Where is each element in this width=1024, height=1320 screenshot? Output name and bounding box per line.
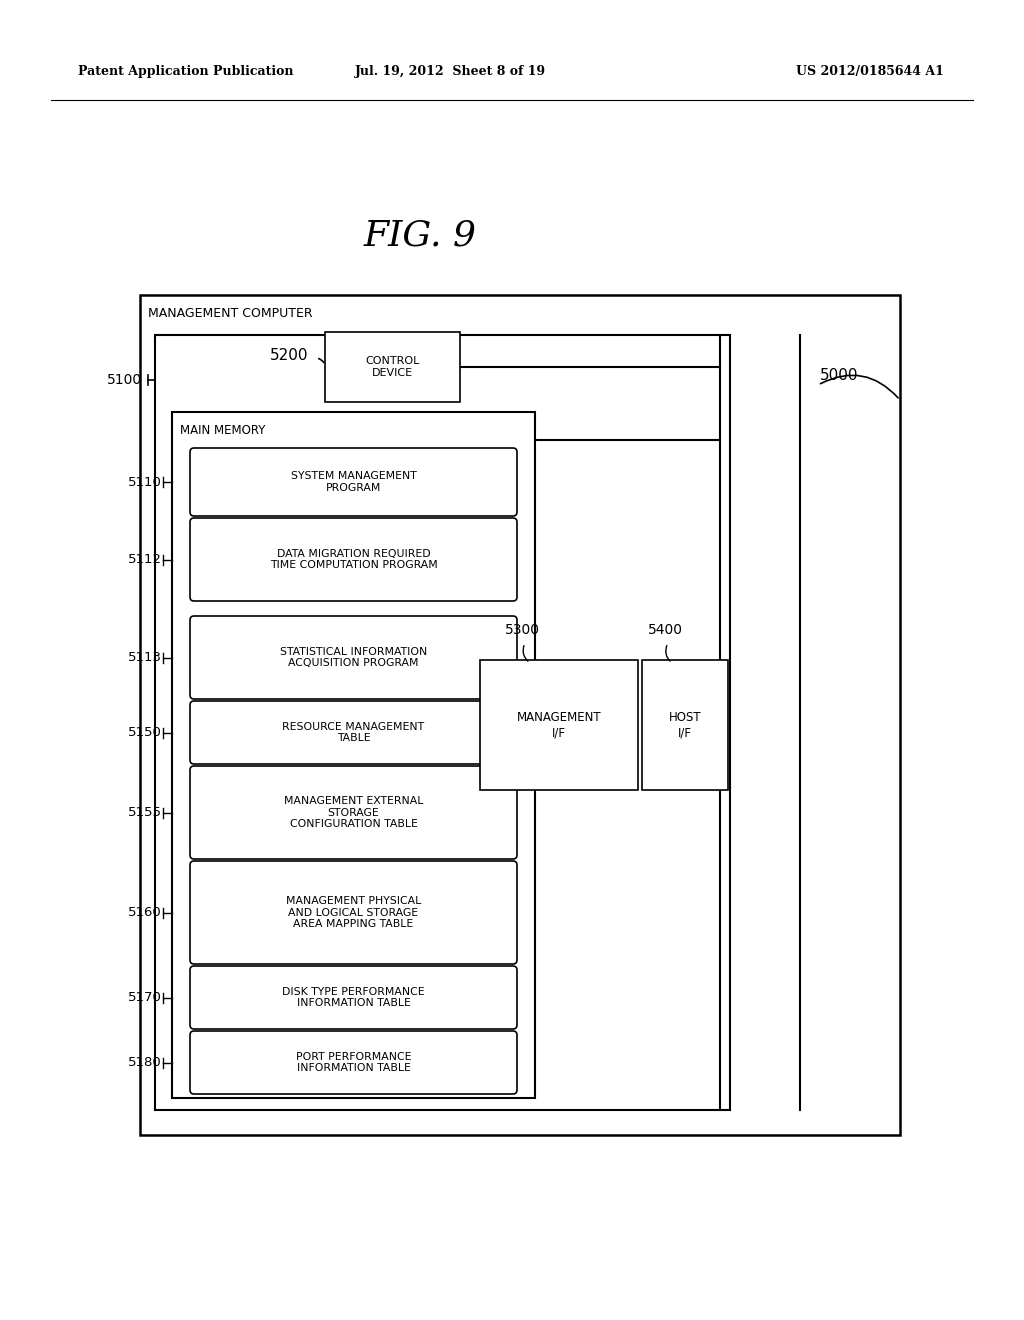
Bar bbox=[172, 412, 535, 1098]
Text: MAIN MEMORY: MAIN MEMORY bbox=[180, 424, 265, 437]
Bar bbox=[642, 660, 728, 789]
Text: 5170: 5170 bbox=[128, 991, 162, 1005]
Text: 5150: 5150 bbox=[128, 726, 162, 739]
Text: 5110: 5110 bbox=[128, 475, 162, 488]
Text: 5155: 5155 bbox=[128, 807, 162, 818]
Text: RESOURCE MANAGEMENT
TABLE: RESOURCE MANAGEMENT TABLE bbox=[283, 722, 425, 743]
FancyBboxPatch shape bbox=[190, 766, 517, 859]
FancyBboxPatch shape bbox=[190, 447, 517, 516]
Text: Jul. 19, 2012  Sheet 8 of 19: Jul. 19, 2012 Sheet 8 of 19 bbox=[354, 66, 546, 78]
Text: 5160: 5160 bbox=[128, 906, 162, 919]
Text: DATA MIGRATION REQUIRED
TIME COMPUTATION PROGRAM: DATA MIGRATION REQUIRED TIME COMPUTATION… bbox=[269, 549, 437, 570]
Text: MANAGEMENT COMPUTER: MANAGEMENT COMPUTER bbox=[148, 308, 312, 319]
Text: STATISTICAL INFORMATION
ACQUISITION PROGRAM: STATISTICAL INFORMATION ACQUISITION PROG… bbox=[280, 647, 427, 668]
FancyBboxPatch shape bbox=[190, 966, 517, 1030]
Text: 5100: 5100 bbox=[106, 374, 142, 387]
FancyBboxPatch shape bbox=[190, 701, 517, 764]
Text: MANAGEMENT
I/F: MANAGEMENT I/F bbox=[517, 711, 601, 739]
Text: HOST
I/F: HOST I/F bbox=[669, 711, 701, 739]
Text: MANAGEMENT PHYSICAL
AND LOGICAL STORAGE
AREA MAPPING TABLE: MANAGEMENT PHYSICAL AND LOGICAL STORAGE … bbox=[286, 896, 421, 929]
Text: FIG. 9: FIG. 9 bbox=[364, 218, 476, 252]
Text: 5000: 5000 bbox=[820, 367, 858, 383]
FancyBboxPatch shape bbox=[190, 517, 517, 601]
Bar bbox=[140, 294, 900, 1135]
Text: 5180: 5180 bbox=[128, 1056, 162, 1069]
Text: US 2012/0185644 A1: US 2012/0185644 A1 bbox=[796, 66, 944, 78]
Text: 5113: 5113 bbox=[128, 651, 162, 664]
Text: 5400: 5400 bbox=[648, 623, 683, 638]
FancyBboxPatch shape bbox=[190, 861, 517, 964]
Text: CONTROL
DEVICE: CONTROL DEVICE bbox=[366, 356, 420, 378]
Text: 5200: 5200 bbox=[270, 347, 308, 363]
Text: 5112: 5112 bbox=[128, 553, 162, 566]
FancyBboxPatch shape bbox=[190, 1031, 517, 1094]
Text: SYSTEM MANAGEMENT
PROGRAM: SYSTEM MANAGEMENT PROGRAM bbox=[291, 471, 417, 492]
Bar bbox=[325, 333, 460, 403]
Bar bbox=[155, 335, 730, 1110]
Bar bbox=[480, 660, 638, 789]
Text: MANAGEMENT EXTERNAL
STORAGE
CONFIGURATION TABLE: MANAGEMENT EXTERNAL STORAGE CONFIGURATIO… bbox=[284, 796, 423, 829]
Text: Patent Application Publication: Patent Application Publication bbox=[78, 66, 294, 78]
Text: DISK TYPE PERFORMANCE
INFORMATION TABLE: DISK TYPE PERFORMANCE INFORMATION TABLE bbox=[283, 987, 425, 1008]
Text: PORT PERFORMANCE
INFORMATION TABLE: PORT PERFORMANCE INFORMATION TABLE bbox=[296, 1052, 412, 1073]
Text: 5300: 5300 bbox=[505, 623, 540, 638]
FancyBboxPatch shape bbox=[190, 616, 517, 700]
